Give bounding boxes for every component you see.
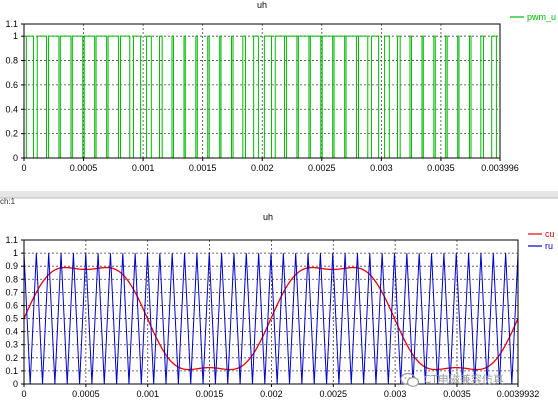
legend-label: ru [545,241,553,251]
x-tick-label: 0.0039932 [497,389,540,399]
x-tick-label: 0.0035 [427,163,455,173]
series-line-ru [23,253,519,385]
y-tick-label: 0.4 [5,104,18,114]
chart-title: uh [263,212,273,222]
x-tick-label: 0.002 [260,389,283,399]
legend-label: cu [545,229,555,239]
x-tick-label: 0.001 [132,163,155,173]
x-tick-label: 0.003 [370,163,393,173]
y-tick-label: 0.7 [5,287,18,297]
y-tick-label: 0.1 [5,366,18,376]
plot-frame [23,239,519,385]
y-tick-label: 0.3 [5,340,18,350]
watermark: CT电磁兼容仿真 [400,370,550,390]
x-tick-label: 0.001 [136,389,159,399]
x-tick-label: 0.0005 [72,389,100,399]
x-tick-label: 0.003996 [481,163,519,173]
x-tick-label: 0.0005 [70,163,98,173]
y-tick-label: 0 [13,153,18,163]
y-tick-label: 1 [13,248,18,258]
y-tick-label: 0.4 [5,327,18,337]
x-tick-label: 0.0015 [196,389,224,399]
x-tick-label: 0.0035 [443,389,471,399]
legend-label: pwm_u [527,12,556,22]
x-tick-label: 0.0015 [189,163,217,173]
x-tick-label: 0.002 [251,163,274,173]
y-tick-label: 1.1 [5,19,18,29]
wechat-icon [400,372,420,387]
watermark-text: CT电磁兼容仿真 [423,373,504,386]
y-tick-label: 0.2 [5,129,18,139]
top-chart: uh 0 0.0005 0.001 0.0015 0.002 0.0025 0.003 0.00… [5,0,556,173]
x-tick-label: 0.003 [384,389,407,399]
y-tick-label: 0.6 [5,300,18,310]
y-tick-label: 0.8 [5,274,18,284]
y-tick-label: 0.6 [5,80,18,90]
panel-tab-label: ch:1 [0,197,16,206]
y-tick-label: 0.5 [5,314,18,324]
bottom-chart: uh 0 0.0005 0.001 0.0015 0.002 0.0025 0.003 0.00… [5,212,554,399]
y-tick-label: 0.2 [5,353,18,363]
x-tick-label: 0 [21,163,26,173]
plot-border [23,23,501,159]
series-line-cu [23,266,519,371]
y-tick-label: 1.1 [5,235,18,245]
chart-title: uh [257,0,267,10]
x-tick-label: 0.0025 [308,163,336,173]
y-tick-label: 0 [13,379,18,389]
x-tick-label: 0.0025 [320,389,348,399]
y-tick-label: 1 [13,31,18,41]
y-tick-label: 0.9 [5,261,18,271]
plot-border [23,239,519,385]
x-tick-label: 0 [21,389,26,399]
y-tick-label: 0.8 [5,56,18,66]
panel-divider [0,191,558,198]
